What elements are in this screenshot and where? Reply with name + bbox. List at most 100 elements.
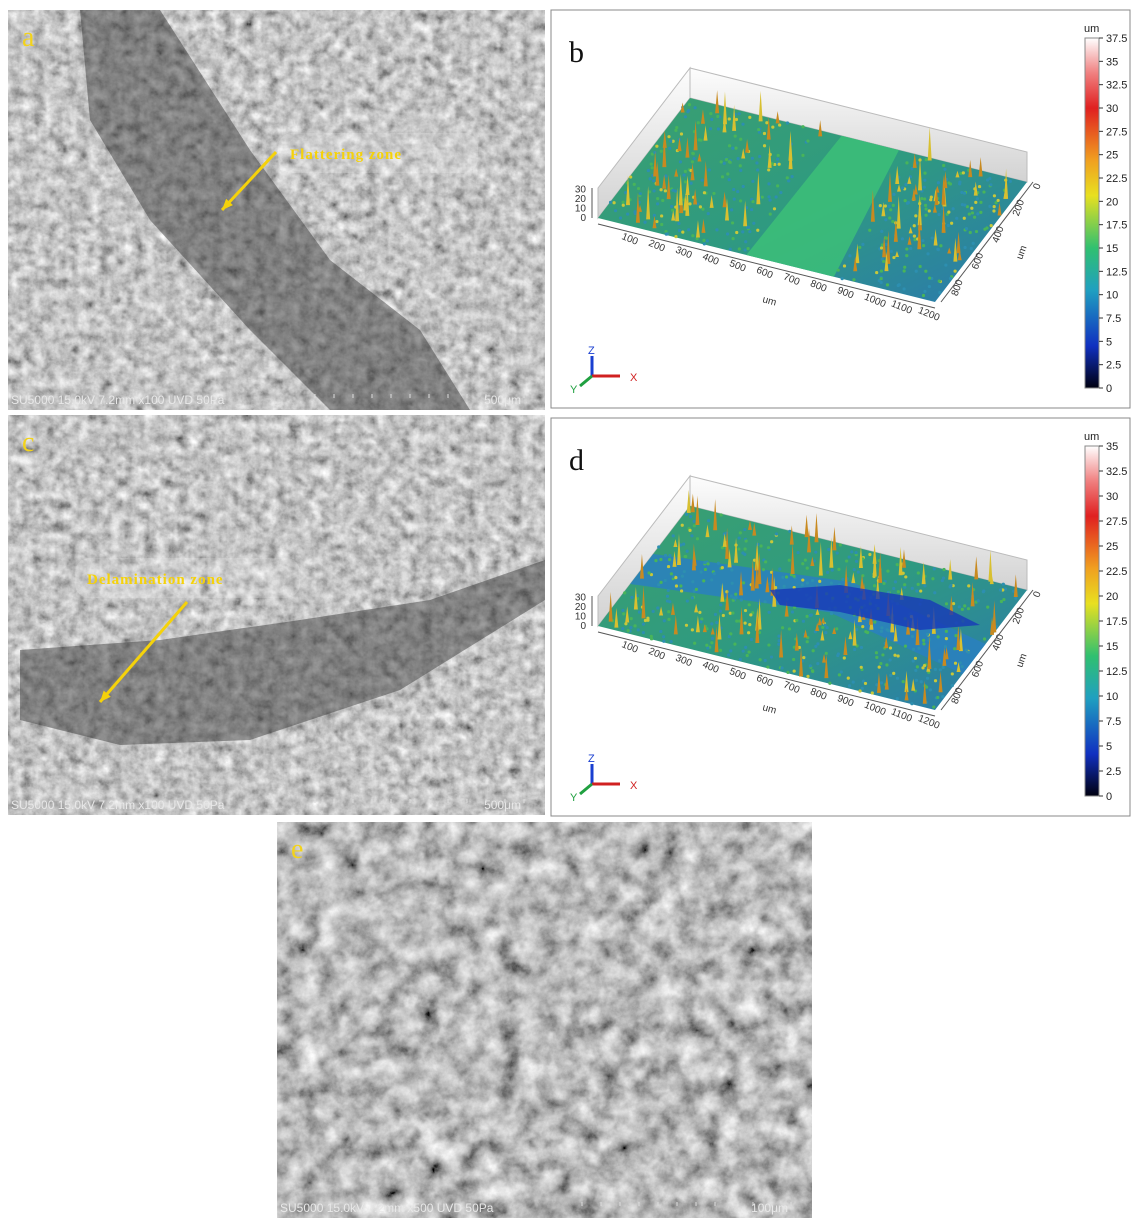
- texture: [831, 569, 834, 572]
- texture: [739, 138, 742, 141]
- texture: [848, 555, 851, 558]
- colorbar-unit: um: [1084, 23, 1099, 35]
- texture: [703, 191, 706, 194]
- texture: [769, 213, 772, 216]
- texture: [735, 118, 738, 121]
- colorbar-label: 17.5: [1106, 616, 1127, 628]
- texture: [841, 578, 844, 581]
- colorbar-label: 30: [1106, 103, 1118, 115]
- texture: [801, 562, 804, 565]
- texture: [776, 184, 779, 187]
- texture: [1014, 597, 1017, 600]
- colorbar-label: 20: [1106, 591, 1118, 603]
- texture: [684, 115, 687, 118]
- texture: [756, 543, 759, 546]
- texture: [674, 129, 677, 132]
- texture: [969, 231, 972, 234]
- texture: [897, 590, 900, 593]
- texture: [880, 630, 883, 633]
- texture: [622, 204, 625, 207]
- texture: [903, 583, 906, 586]
- texture: [852, 681, 855, 684]
- texture: [730, 568, 733, 571]
- texture: [923, 664, 926, 667]
- texture: [922, 642, 925, 645]
- texture: [705, 644, 708, 647]
- texture: [710, 118, 713, 121]
- texture: [949, 277, 952, 280]
- texture: [938, 659, 941, 662]
- texture: [633, 624, 636, 627]
- texture: [914, 669, 917, 672]
- scale-bar-label: 500μm: [484, 393, 521, 407]
- colorbar-label: 2.5: [1106, 766, 1121, 778]
- texture: [666, 595, 669, 598]
- texture: [755, 161, 758, 164]
- texture: [788, 530, 791, 533]
- texture: [779, 191, 782, 194]
- texture: [783, 585, 786, 588]
- texture: [805, 615, 808, 618]
- texture: [637, 628, 640, 631]
- texture: [887, 629, 890, 632]
- texture: [710, 622, 713, 625]
- texture: [952, 602, 955, 605]
- texture: [824, 631, 827, 634]
- texture: [781, 576, 784, 579]
- texture: [958, 661, 961, 664]
- texture: [738, 536, 741, 539]
- texture: [861, 574, 864, 577]
- texture: [954, 634, 957, 637]
- texture: [804, 559, 807, 562]
- panel-label: e: [291, 834, 303, 865]
- texture: [730, 208, 733, 211]
- texture: [622, 612, 625, 615]
- texture: [684, 170, 687, 173]
- texture: [744, 621, 747, 624]
- texture: [914, 214, 917, 217]
- texture: [752, 222, 755, 225]
- colorbar-label: 7.5: [1106, 313, 1121, 325]
- texture: [974, 201, 977, 204]
- texture: [868, 553, 871, 556]
- texture: [880, 269, 883, 272]
- texture: [880, 681, 883, 684]
- texture: [627, 629, 630, 632]
- texture: [711, 637, 714, 640]
- texture: [873, 620, 876, 623]
- texture: [647, 169, 650, 172]
- texture: [791, 175, 794, 178]
- texture: [892, 193, 895, 196]
- sem-image: [277, 822, 812, 1218]
- texture: [801, 583, 804, 586]
- texture: [738, 247, 741, 250]
- texture: [958, 605, 961, 608]
- texture: [954, 662, 957, 665]
- texture: [756, 168, 759, 171]
- texture: [759, 658, 762, 661]
- texture: [827, 548, 830, 551]
- texture: [837, 568, 840, 571]
- texture: [884, 236, 887, 239]
- texture: [687, 109, 690, 112]
- texture: [670, 205, 673, 208]
- texture: [761, 196, 764, 199]
- texture: [623, 591, 626, 594]
- texture: [667, 618, 670, 621]
- texture: [656, 197, 659, 200]
- texture: [748, 116, 751, 119]
- colorbar-label: 0: [1106, 383, 1112, 395]
- texture: [777, 643, 780, 646]
- texture: [700, 617, 703, 620]
- texture: [621, 627, 624, 630]
- texture: [629, 626, 632, 629]
- texture: [880, 230, 883, 233]
- texture: [763, 600, 766, 603]
- texture: [775, 195, 778, 198]
- texture: [826, 571, 829, 574]
- texture: [682, 543, 685, 546]
- texture: [731, 582, 734, 585]
- texture: [646, 617, 649, 620]
- texture: [742, 581, 745, 584]
- texture: [828, 682, 831, 685]
